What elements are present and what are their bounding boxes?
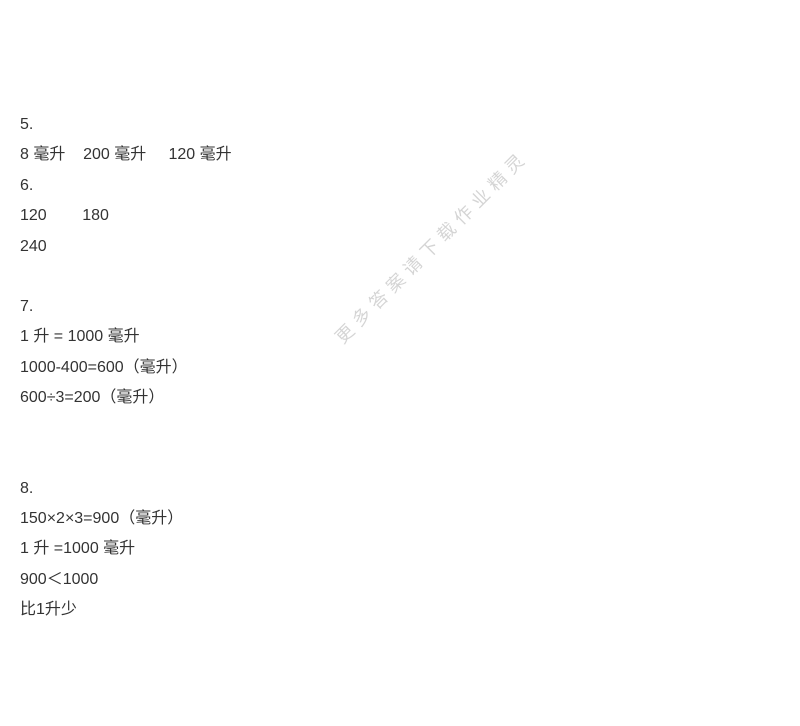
question-8-number: 8.	[20, 474, 780, 504]
question-5-number: 5.	[20, 110, 780, 140]
question-7-number: 7.	[20, 292, 780, 322]
question-8-line-4: 比1升少	[20, 595, 780, 625]
question-6-line-1: 120 180	[20, 201, 780, 231]
question-8-line-2: 1 升 =1000 毫升	[20, 534, 780, 564]
question-7-line-3: 600÷3=200（毫升）	[20, 383, 780, 413]
blank-spacer	[20, 262, 780, 292]
blank-spacer	[20, 414, 780, 444]
question-8-line-1: 150×2×3=900（毫升）	[20, 504, 780, 534]
question-8-line-3: 900＜1000	[20, 565, 780, 595]
question-6-line-2: 240	[20, 232, 780, 262]
question-7-line-1: 1 升 = 1000 毫升	[20, 322, 780, 352]
question-5-line-1: 8 毫升 200 毫升 120 毫升	[20, 140, 780, 170]
question-6-number: 6.	[20, 171, 780, 201]
question-7-line-2: 1000-400=600（毫升）	[20, 353, 780, 383]
document-body: 5. 8 毫升 200 毫升 120 毫升 6. 120 180 240 7. …	[20, 110, 780, 625]
blank-spacer	[20, 444, 780, 474]
